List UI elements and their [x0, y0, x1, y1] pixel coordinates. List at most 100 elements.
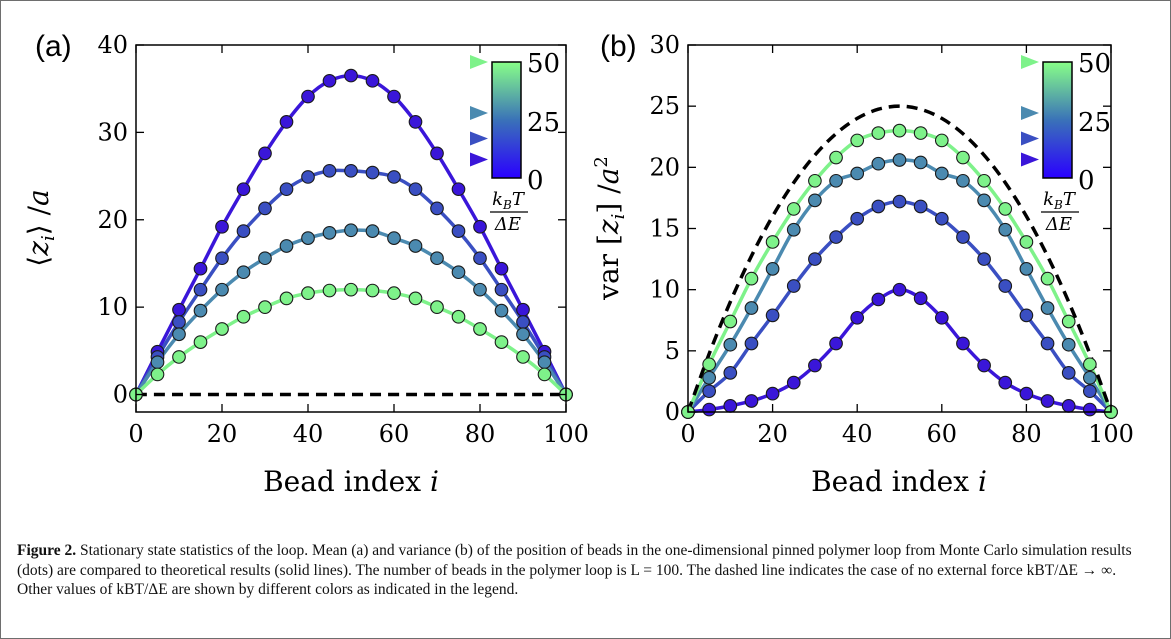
panel-b-colorbar-bar	[1042, 61, 1073, 179]
x-tick-label: 80	[1011, 420, 1042, 448]
data-point-kT_2	[451, 182, 466, 197]
panel-a-cbar-tick-25: 25	[527, 108, 560, 138]
y-tick-label: 0	[665, 398, 680, 426]
data-point-kT_2	[1019, 386, 1034, 401]
y-tick-label: 40	[97, 31, 128, 59]
data-point-kT_8	[913, 199, 928, 214]
data-point-kT_8	[786, 279, 801, 293]
colorbar-marker	[1021, 131, 1039, 146]
x-tick-label: 20	[757, 420, 788, 448]
data-point-kT_50	[1019, 235, 1034, 249]
panel-b-colorbar: 50 25 0 kBT ΔE	[1021, 49, 1111, 235]
colorbar-marker	[1021, 152, 1039, 167]
data-point-kT_50	[1082, 357, 1097, 372]
x-tick-label: 0	[128, 420, 143, 448]
panel-a-colorbar-bar	[491, 61, 522, 179]
data-point-kT_2	[765, 386, 780, 401]
data-point-kT_17	[494, 303, 509, 318]
data-point-kT_8	[301, 170, 315, 184]
data-point-kT_8	[1019, 308, 1034, 323]
y-tick-label: 5	[665, 337, 680, 365]
data-point-kT_2	[430, 146, 444, 161]
data-point-kT_2	[387, 89, 401, 104]
data-point-kT_50	[786, 202, 801, 216]
data-point-kT_8	[258, 201, 272, 216]
panel-a-ticks: 0 20 40 60 80 100 0 10 20 30 40	[97, 31, 588, 448]
data-point-kT_2	[786, 375, 801, 390]
panel-b-cbar-tick-50: 50	[1078, 49, 1111, 79]
data-point-kT_50	[215, 322, 229, 336]
panel-a: (a) 0 20 40 60 80 100 0 10 20 30 40 Bead index i ⟨…	[22, 30, 589, 498]
data-point-kT_50	[765, 235, 780, 249]
data-point-kT_50	[344, 282, 358, 297]
data-point-kT_8	[1040, 336, 1055, 351]
data-point-kT_17	[1061, 337, 1076, 352]
data-point-kT_50	[172, 350, 186, 364]
data-point-kT_8	[516, 315, 530, 329]
data-point-kT_17	[808, 193, 822, 208]
y-tick-label: 25	[649, 92, 680, 120]
data-point-kT_2	[258, 146, 272, 161]
panel-b-letter: (b)	[600, 30, 637, 63]
data-point-kT_8	[765, 308, 780, 323]
x-tick-label: 60	[927, 420, 958, 448]
panel-b-ticks: 0 20 40 60 80 100 0 5 10 15 20 25 30	[649, 31, 1133, 448]
panel-b-plot-area	[681, 104, 1118, 419]
data-point-kT_8	[408, 182, 423, 197]
data-point-kT_8	[829, 230, 843, 244]
data-point-kT_8	[451, 224, 466, 238]
panel-b: (b) 0 20 40 60 80 100 0 5 10 15 20 25 30 Bead index …	[591, 30, 1134, 498]
y-tick-label: 20	[97, 206, 128, 234]
data-point-kT_50	[451, 309, 466, 324]
x-tick-label: 0	[680, 420, 695, 448]
data-point-kT_8	[193, 282, 208, 297]
data-point-kT_2	[977, 358, 991, 373]
y-tick-label: 20	[649, 153, 680, 181]
y-tick-label: 0	[113, 381, 128, 409]
data-point-kT_8	[956, 230, 970, 244]
svg-text:kBT: kBT	[1043, 189, 1077, 212]
data-point-kT_8	[871, 199, 886, 214]
colorbar-marker	[470, 106, 488, 121]
data-point-kT_17	[829, 173, 843, 188]
data-point-kT_8	[387, 170, 401, 184]
data-point-kT_8	[172, 315, 186, 329]
data-point-kT_50	[1040, 271, 1055, 286]
data-point-kT_17	[301, 231, 315, 245]
data-point-kT_17	[765, 262, 780, 276]
x-tick-label: 80	[465, 420, 496, 448]
data-point-kT_50	[408, 291, 423, 306]
data-point-kT_17	[344, 223, 358, 238]
data-point-kT_2	[913, 291, 928, 306]
data-point-kT_50	[494, 335, 509, 349]
colorbar-marker	[470, 131, 488, 146]
y-tick-label: 10	[649, 276, 680, 304]
data-point-kT_8	[850, 211, 865, 226]
data-point-kT_2	[236, 182, 251, 197]
svg-text:kBT: kBT	[492, 189, 526, 212]
data-point-kT_2	[1082, 402, 1097, 417]
panel-a-xlabel: Bead index i	[263, 465, 439, 498]
data-point-kT_2	[850, 310, 865, 325]
x-tick-label: 100	[543, 420, 589, 448]
data-point-kT_50	[934, 133, 949, 148]
data-point-kT_8	[473, 251, 487, 266]
data-point-kT_50	[279, 291, 294, 306]
y-tick-label: 15	[649, 215, 680, 243]
data-point-kT_8	[279, 182, 294, 197]
caption-text: Stationary state statistics of the loop.…	[17, 542, 1132, 598]
data-point-kT_17	[279, 239, 294, 253]
data-point-kT_8	[236, 224, 251, 238]
panel-a-axes-frame	[135, 44, 567, 413]
data-point-kT_2	[408, 115, 423, 129]
data-point-kT_8	[494, 282, 509, 297]
x-tick-label: 60	[379, 420, 410, 448]
data-point-kT_50	[723, 314, 738, 329]
data-point-kT_2	[723, 399, 738, 413]
data-point-kT_17	[473, 282, 487, 297]
data-point-kT_17	[934, 166, 949, 181]
data-point-kT_17	[387, 231, 401, 245]
data-point-kT_50	[998, 202, 1013, 216]
x-tick-label: 40	[293, 420, 324, 448]
